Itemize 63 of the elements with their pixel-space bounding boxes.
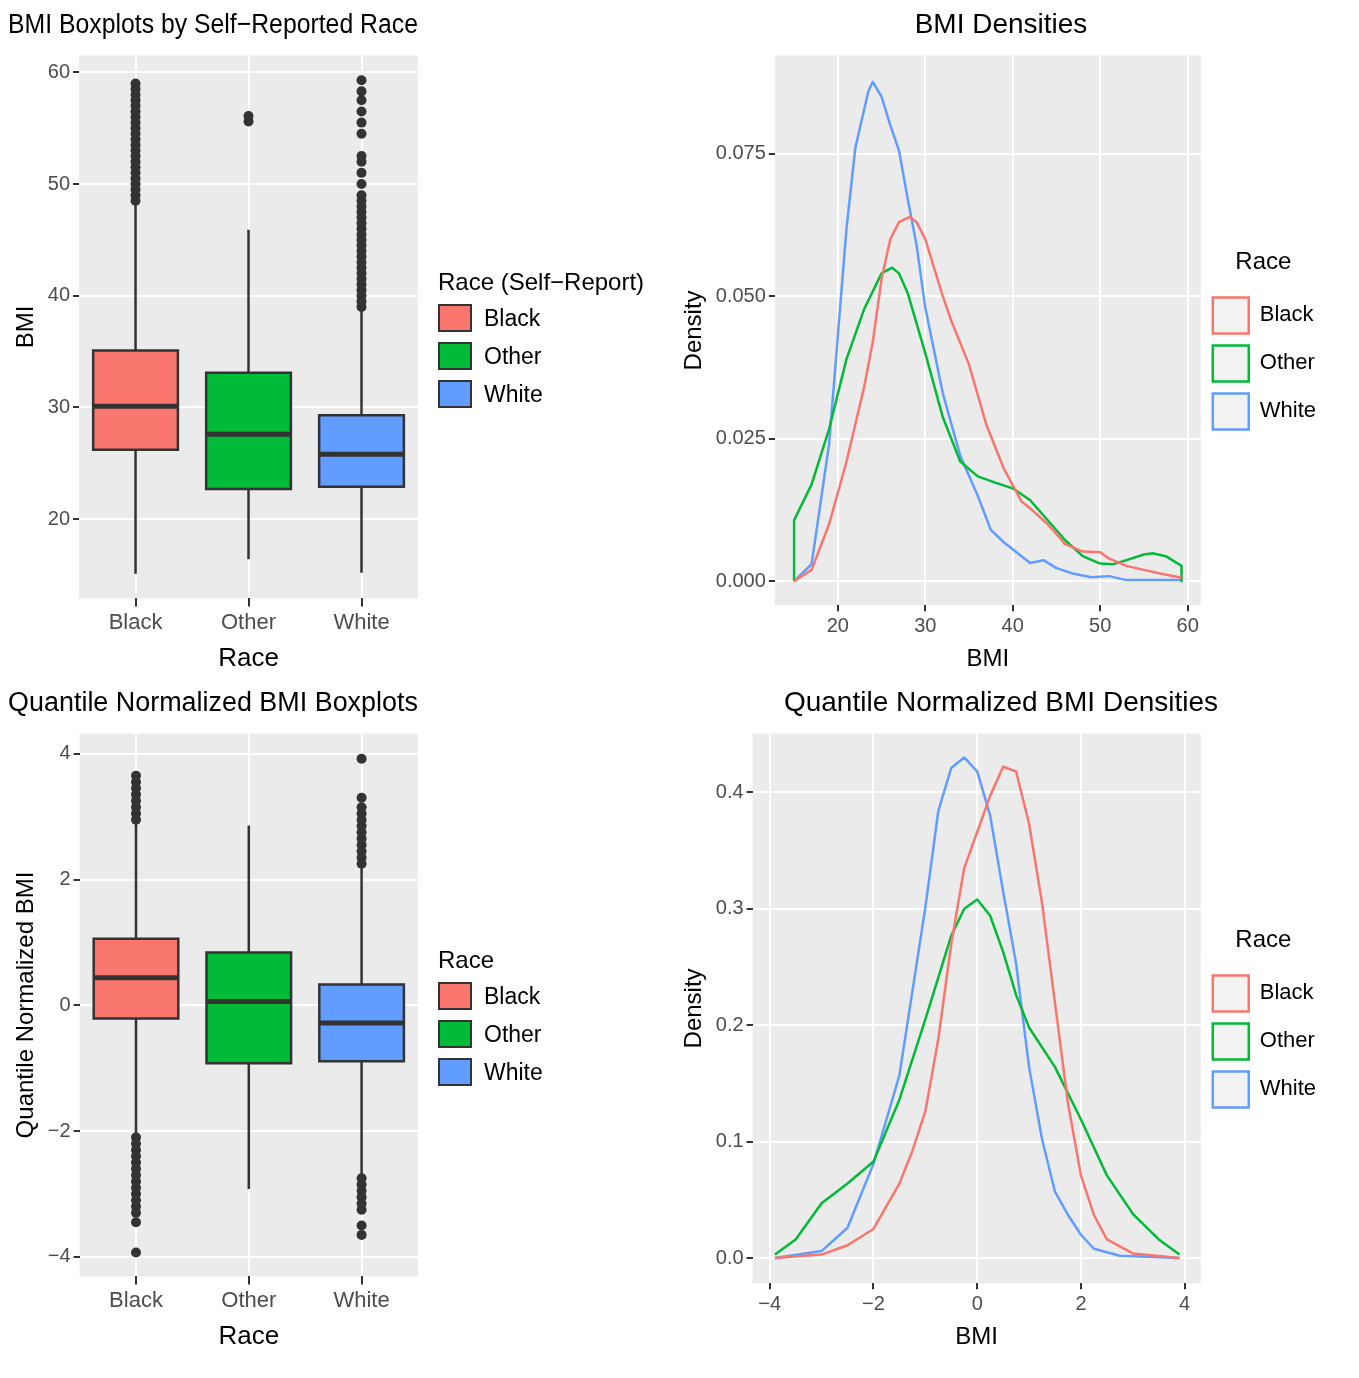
x-axis-title: BMI [955,1322,999,1350]
y-tick-label: 30 [47,394,71,417]
y-tick-label: −4 [47,1244,71,1267]
legend-label: Black [1259,301,1315,327]
chart-title: BMI Densities [914,7,1088,39]
legend-label: White [1259,1075,1317,1101]
y-tick-label: 0.050 [715,283,766,306]
x-tick-label: 60 [1176,613,1199,636]
x-tick-label: Other [221,1286,277,1312]
x-tick-label: 40 [1001,613,1024,636]
y-tick-label: 0.000 [715,568,766,591]
x-axis-title: BMI [966,644,1010,672]
y-tick-label: 0.025 [715,426,766,449]
x-tick-label: 50 [1089,613,1112,636]
y-axis-title: Density [679,968,707,1049]
chart-title: BMI Boxplots by Self−Reported Race [8,7,418,39]
legend-label: Black [484,982,541,1010]
y-axis-title: BMI [11,305,39,349]
legend-title: Race [1235,925,1292,953]
chart-title: Quantile Normalized BMI Boxplots [8,685,418,717]
y-tick-label: 0.2 [715,1012,744,1035]
x-tick-label: 30 [914,613,937,636]
y-axis-title: Quantile Normalized BMI [11,871,39,1139]
y-tick-label: 0 [59,992,71,1015]
y-tick-label: 0.0 [715,1245,744,1268]
legend-title: Race [1235,247,1292,275]
y-tick-label: 4 [59,741,71,764]
x-tick-label: −2 [862,1291,885,1314]
legend-title: Race (Self−Report) [438,268,646,296]
y-tick-label: −2 [47,1118,71,1141]
y-axis-title: Density [679,290,707,371]
y-tick-label: 0.3 [715,896,744,919]
x-tick-label: Other [221,608,277,634]
x-tick-label: Black [109,1286,164,1312]
x-tick-label: −4 [758,1291,782,1314]
x-tick-label: 20 [826,613,849,636]
y-tick-label: 2 [59,867,71,890]
legend-title: Race [438,946,496,974]
x-tick-label: 0 [971,1291,983,1314]
y-tick-label: 20 [47,506,71,529]
x-axis-title: Race [218,1319,280,1350]
legend-label: Other [1259,349,1315,375]
legend-label: Other [484,342,542,370]
legend-label: Other [1259,1027,1315,1053]
y-tick-label: 0.4 [715,779,744,802]
y-tick-label: 50 [47,171,71,194]
legend-label: White [484,380,543,408]
legend-label: White [1259,397,1317,423]
x-tick-label: Black [108,608,164,634]
x-axis-title: Race [218,641,279,672]
y-tick-label: 0.1 [715,1129,744,1152]
legend-label: White [484,1058,543,1086]
legend-label: Black [1259,979,1315,1005]
x-tick-label: White [333,1286,390,1312]
legend-label: Other [484,1020,542,1048]
y-tick-label: 40 [47,283,71,306]
legend-label: Black [484,304,541,332]
x-tick-label: 4 [1179,1291,1191,1314]
x-tick-label: White [333,608,390,634]
y-tick-label: 0.075 [715,141,766,164]
x-tick-label: 2 [1075,1291,1087,1314]
y-tick-label: 60 [47,59,71,82]
chart-title: Quantile Normalized BMI Densities [783,685,1219,717]
